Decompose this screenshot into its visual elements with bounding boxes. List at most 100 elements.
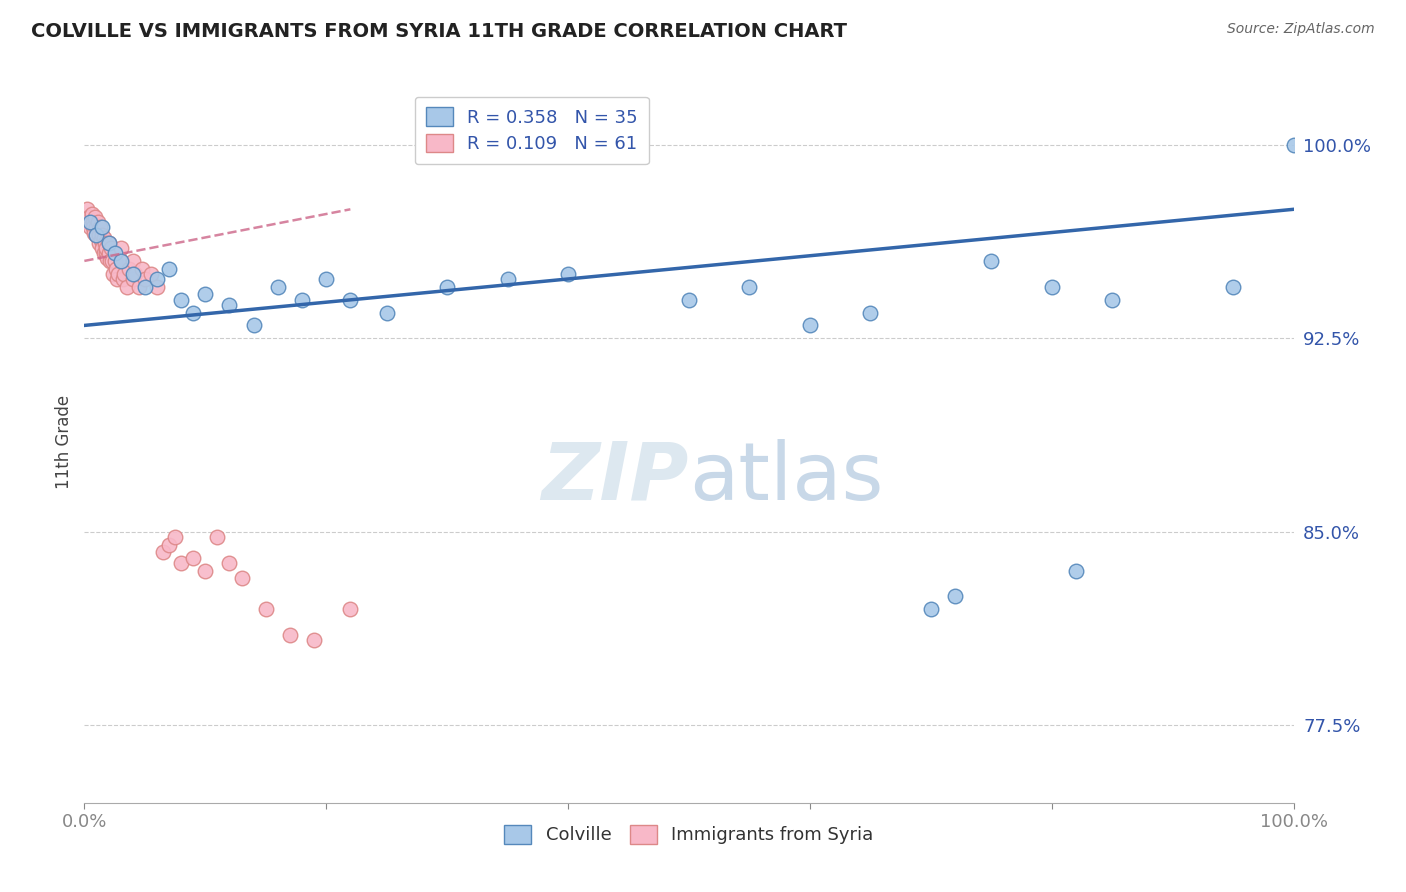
Point (181, 550, 204, 565)
Point (194, 564, 217, 578)
Point (83, 226, 105, 240)
Point (1040, 279, 1063, 293)
Point (87, 228, 110, 243)
Point (97, 235, 120, 250)
Point (315, 272, 337, 286)
Point (165, 530, 187, 544)
Point (104, 261, 127, 276)
Point (94, 235, 117, 250)
Point (436, 279, 458, 293)
Point (86, 215, 108, 229)
Point (157, 538, 180, 552)
Point (128, 279, 150, 293)
Point (194, 287, 217, 301)
Point (231, 571, 253, 585)
Point (82, 215, 104, 229)
Point (181, 305, 204, 319)
Point (943, 590, 966, 604)
Point (1222, 279, 1244, 293)
Point (207, 530, 229, 544)
Text: COLVILLE VS IMMIGRANTS FROM SYRIA 11TH GRADE CORRELATION CHART: COLVILLE VS IMMIGRANTS FROM SYRIA 11TH G… (31, 22, 846, 41)
Point (97, 246, 120, 260)
Point (131, 261, 153, 276)
Point (97, 235, 120, 250)
Point (77, 215, 100, 229)
Point (104, 246, 127, 260)
Point (80, 207, 103, 221)
Point (76, 202, 98, 217)
Point (242, 318, 264, 333)
Point (799, 318, 821, 333)
Point (254, 602, 277, 616)
Point (678, 293, 700, 307)
Point (139, 267, 162, 281)
Point (98, 254, 121, 268)
Point (105, 272, 128, 286)
Point (91, 220, 114, 235)
Point (170, 293, 193, 307)
Point (90, 233, 112, 247)
Point (112, 272, 135, 286)
Point (134, 272, 156, 286)
Point (87, 235, 110, 250)
Point (79, 215, 101, 229)
Point (146, 272, 169, 286)
Point (118, 261, 141, 276)
Point (859, 305, 882, 319)
Point (115, 279, 138, 293)
Point (110, 254, 132, 268)
Text: ZIP: ZIP (541, 439, 689, 516)
Point (89, 220, 111, 235)
Legend: Colville, Immigrants from Syria: Colville, Immigrants from Syria (498, 818, 880, 852)
Y-axis label: 11th Grade: 11th Grade (55, 394, 73, 489)
Text: atlas: atlas (689, 439, 883, 516)
Point (86, 220, 108, 235)
Point (375, 305, 398, 319)
Point (94, 241, 117, 255)
Point (920, 602, 942, 616)
Point (157, 261, 180, 276)
Point (1282, 137, 1305, 152)
Point (82, 220, 104, 235)
Point (124, 267, 146, 281)
Point (96, 252, 118, 266)
Point (86, 228, 108, 243)
Point (1101, 293, 1123, 307)
Point (93, 230, 115, 244)
Point (146, 279, 169, 293)
Point (121, 254, 143, 268)
Text: Source: ZipAtlas.com: Source: ZipAtlas.com (1227, 22, 1375, 37)
Point (339, 293, 361, 307)
Point (302, 633, 325, 648)
Point (103, 267, 125, 281)
Point (93, 246, 115, 260)
Point (107, 267, 129, 281)
Point (1064, 564, 1087, 578)
Point (278, 628, 301, 642)
Point (104, 254, 127, 268)
Point (218, 298, 240, 312)
Point (267, 279, 290, 293)
Point (170, 556, 193, 570)
Point (291, 293, 314, 307)
Point (101, 254, 124, 268)
Point (100, 241, 122, 255)
Point (738, 279, 761, 293)
Point (79, 220, 101, 235)
Point (152, 545, 174, 559)
Point (218, 556, 240, 570)
Point (121, 272, 143, 286)
Point (496, 272, 519, 286)
Point (110, 254, 132, 268)
Point (557, 267, 579, 281)
Point (980, 254, 1002, 268)
Point (339, 602, 361, 616)
Point (91, 241, 114, 255)
Point (84, 210, 107, 224)
Point (91, 228, 114, 243)
Point (110, 241, 132, 255)
Point (94, 246, 117, 260)
Point (121, 267, 143, 281)
Point (134, 279, 156, 293)
Point (112, 267, 135, 281)
